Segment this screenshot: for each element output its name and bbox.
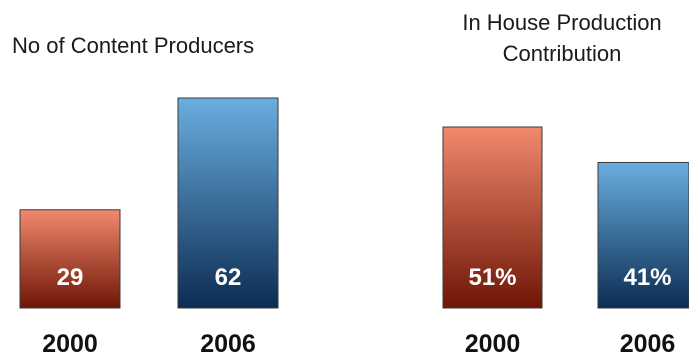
- bar-2006: [597, 161, 689, 309]
- category-label-2000: 2000: [42, 330, 98, 358]
- chart-title-line-1: In House Production: [462, 10, 661, 35]
- chart-content-producers: No of Content Producers 29 2000 62 2006: [12, 33, 279, 358]
- data-label-2006: 41%: [623, 264, 671, 291]
- data-label-2000: 51%: [468, 264, 516, 291]
- chart-title: No of Content Producers: [12, 33, 254, 58]
- chart-in-house-production: In House Production Contribution 51% 2000…: [442, 10, 689, 358]
- category-label-2006: 2006: [620, 330, 676, 358]
- bars: 51% 2000 41% 2006: [442, 126, 689, 358]
- chart-title-line-2: Contribution: [503, 41, 622, 66]
- category-label-2000: 2000: [465, 330, 521, 358]
- data-label-2006: 62: [215, 264, 242, 291]
- bar-2000: [442, 126, 543, 309]
- bar-2000: [19, 209, 121, 309]
- bar-2006: [177, 97, 279, 309]
- category-label-2006: 2006: [200, 330, 256, 358]
- data-label-2000: 29: [57, 264, 84, 291]
- bars: 29 2000 62 2006: [19, 97, 279, 358]
